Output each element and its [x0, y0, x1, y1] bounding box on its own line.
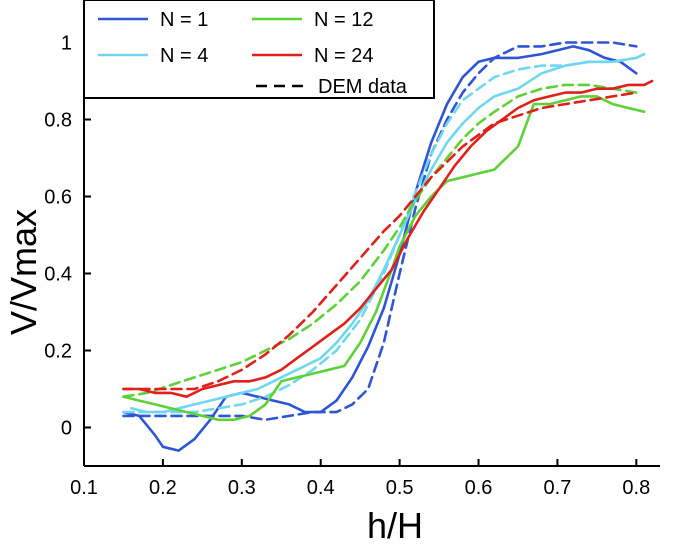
- series-line-2: [130, 52, 646, 414]
- x-tick-label: 0.7: [544, 477, 572, 499]
- legend-label-0: N = 1: [160, 9, 208, 31]
- x-tick-label: 0.5: [386, 477, 414, 499]
- legend-box: [83, 0, 435, 99]
- y-tick-label: 0.2: [44, 341, 72, 363]
- x-tick-label: 0.6: [465, 477, 493, 499]
- axes: 0.1 0.2 0.3 0.4 0.5 0.6 0.7 0.8 0 0.2 0.4 0.6 0.8 1: [44, 4, 660, 499]
- legend-label-2: N = 12: [314, 9, 373, 31]
- y-tick-label: 0.6: [44, 187, 72, 209]
- y-tick-label: 0.4: [44, 264, 72, 286]
- x-tick-label: 0.4: [307, 477, 335, 499]
- y-tick-label: 1: [61, 33, 72, 55]
- legend-label-4: DEM data: [318, 76, 408, 98]
- series-line-6: [122, 79, 654, 398]
- series-line-1: [122, 41, 638, 422]
- x-tick-label: 0.2: [149, 477, 177, 499]
- legend-label-3: N = 24: [314, 45, 373, 67]
- x-tick-label: 0.1: [70, 477, 98, 499]
- x-axis-label: h/H: [367, 505, 423, 546]
- series-line-7: [122, 91, 638, 391]
- series-line-0: [122, 45, 638, 452]
- series-line-4: [122, 95, 646, 422]
- legend: N = 1 N = 4 N = 12 N = 24 DEM data: [83, 0, 435, 99]
- y-axis-label: V/Vmax: [3, 209, 44, 335]
- legend-label-1: N = 4: [160, 45, 208, 67]
- y-tick-label: 0: [61, 418, 72, 440]
- x-tick-label: 0.3: [228, 477, 256, 499]
- y-tick-label: 0.8: [44, 110, 72, 132]
- x-tick-label: 0.8: [622, 477, 650, 499]
- series-line-5: [122, 83, 638, 398]
- plot-area: [122, 41, 654, 452]
- series-line-3: [122, 56, 638, 414]
